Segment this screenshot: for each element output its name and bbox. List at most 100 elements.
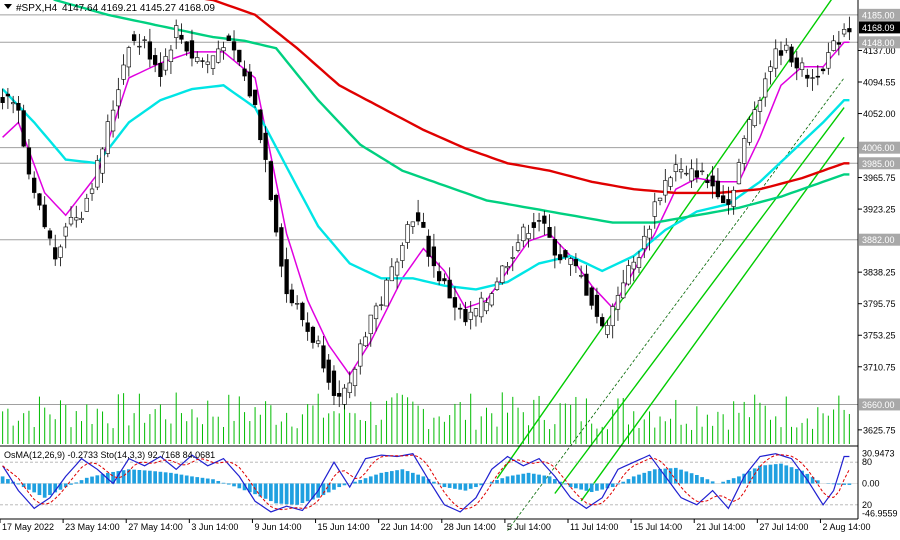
candles xyxy=(0,16,852,410)
candle-body xyxy=(110,109,116,132)
candle-body xyxy=(116,89,121,107)
candle-body xyxy=(721,195,726,204)
candle-body xyxy=(763,78,768,98)
candle-body xyxy=(684,172,689,175)
stochastic-main-line xyxy=(2,453,850,513)
collapse-arrow-icon[interactable] xyxy=(4,4,12,9)
candle-body xyxy=(710,175,715,187)
level-price-box xyxy=(859,141,900,154)
candle-body xyxy=(389,266,394,282)
candle-body xyxy=(736,162,742,185)
oscillator-pane xyxy=(0,453,858,513)
candle-body xyxy=(505,266,510,269)
channel-line xyxy=(496,0,833,480)
level-price-box xyxy=(859,36,900,49)
current-price-box xyxy=(859,21,900,34)
candle-body xyxy=(137,45,142,48)
candle-body xyxy=(394,261,400,276)
candle-body xyxy=(841,29,847,35)
channel-line xyxy=(507,77,845,531)
candle-body xyxy=(826,52,831,69)
osc-tick-label: 80 xyxy=(862,457,872,467)
candle-body xyxy=(452,297,458,308)
price-tick-label: 3965.75 xyxy=(863,173,896,183)
candle-body xyxy=(773,48,778,69)
candle-body xyxy=(689,168,694,182)
time-tick-label: 3 Jun 14:00 xyxy=(191,522,238,532)
candle-body xyxy=(252,89,258,105)
osma-header: OsMA(12,26,9) -0.2733 Sto(14,3,3) 92.716… xyxy=(4,450,215,460)
time-tick-label: 21 Jul 14:00 xyxy=(696,522,745,532)
candle-body xyxy=(473,308,479,317)
level-price-label: 3985.00 xyxy=(862,159,895,169)
price-tick-label: 4137.00 xyxy=(863,46,896,56)
price-axis: 4137.00 4094.55 4052.00 3965.75 3923.25 3838.… xyxy=(858,8,900,518)
candle-body xyxy=(331,370,337,396)
candle-body xyxy=(373,305,379,320)
candle-body xyxy=(810,77,815,79)
stochastic-signal-line xyxy=(2,454,850,511)
candle-body xyxy=(268,161,273,200)
time-tick-label: 11 Jul 14:00 xyxy=(570,522,618,532)
candle-body xyxy=(815,75,820,78)
candle-body xyxy=(210,55,216,69)
candle-body xyxy=(174,25,179,38)
candle-body xyxy=(242,68,247,77)
candle-body xyxy=(226,35,231,42)
candle-body xyxy=(521,226,526,242)
candle-body xyxy=(463,309,468,323)
candle-body xyxy=(820,68,826,72)
candle-body xyxy=(121,64,126,80)
candle-body xyxy=(584,273,589,296)
candle-body xyxy=(494,281,500,290)
candle-body xyxy=(58,246,63,258)
time-tick-label: 27 Jul 14:00 xyxy=(759,522,808,532)
candle-body xyxy=(216,48,221,63)
candle-body xyxy=(731,189,736,207)
candle-body xyxy=(189,40,195,59)
time-tick-label: 17 May 2022 xyxy=(2,522,54,532)
candle-body xyxy=(47,230,53,239)
candle-body xyxy=(295,303,300,305)
candle-body xyxy=(200,60,205,62)
candle-body xyxy=(273,194,279,233)
candle-body xyxy=(542,215,547,224)
candle-body xyxy=(663,180,668,196)
candle-body xyxy=(752,109,757,126)
price-tick-label: 3838.25 xyxy=(863,268,896,278)
candle-body xyxy=(105,121,110,154)
candle-body xyxy=(600,317,605,327)
candle-body xyxy=(563,250,568,258)
candle-body xyxy=(694,170,699,178)
candle-body xyxy=(279,227,284,267)
candle-body xyxy=(615,295,621,310)
candle-body xyxy=(352,368,358,387)
candle-body xyxy=(647,228,652,239)
moving-averages xyxy=(1,0,850,377)
candle-body xyxy=(79,217,84,221)
candle-body xyxy=(568,258,573,265)
time-tick-label: 9 Jun 14:00 xyxy=(254,522,301,532)
candle-body xyxy=(415,212,421,222)
candle-body xyxy=(63,226,68,237)
time-tick-label: 15 Jul 14:00 xyxy=(633,522,682,532)
candle-body xyxy=(668,177,673,187)
candle-body xyxy=(594,294,600,317)
candle-body xyxy=(484,302,489,312)
candle-body xyxy=(410,221,415,227)
candle-body xyxy=(231,41,237,51)
time-tick-label: 5 Jul 14:00 xyxy=(507,522,551,532)
candle-body xyxy=(163,56,168,71)
candle-body xyxy=(379,304,384,306)
level-price-box xyxy=(859,398,900,411)
candle-body xyxy=(805,74,810,79)
candle-body xyxy=(310,326,316,343)
candle-body xyxy=(126,47,131,68)
candle-body xyxy=(742,138,747,164)
candle-body xyxy=(678,169,684,173)
candle-body xyxy=(179,34,184,40)
osc-tick-label: 0.00 xyxy=(862,479,880,489)
candle-body xyxy=(147,41,153,60)
candle-body xyxy=(337,393,342,397)
